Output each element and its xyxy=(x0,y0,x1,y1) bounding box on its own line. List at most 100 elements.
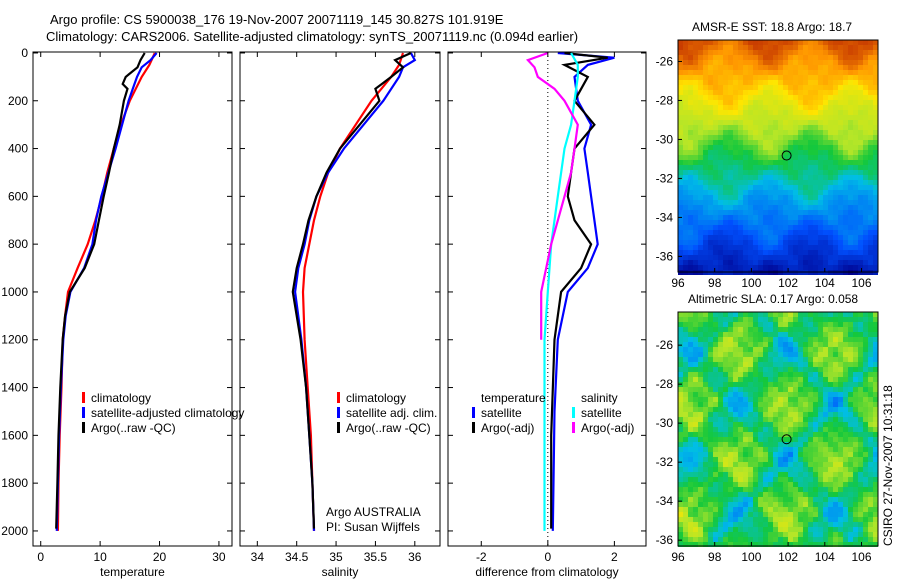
map-cell xyxy=(718,412,723,417)
map-cell xyxy=(873,190,878,195)
map-cell xyxy=(733,487,738,492)
map-cell xyxy=(683,402,688,407)
map-cell xyxy=(768,352,773,357)
map-cell xyxy=(863,427,868,432)
map-cell xyxy=(868,327,873,332)
map-cell xyxy=(818,477,823,482)
map-cell xyxy=(743,457,748,462)
map-cell xyxy=(693,377,698,382)
map-cell xyxy=(858,230,863,235)
map-cell xyxy=(753,542,758,547)
map-cell xyxy=(808,377,813,382)
map-cell xyxy=(728,260,733,265)
map-cell xyxy=(788,95,793,100)
map-cell xyxy=(773,522,778,527)
map-cell xyxy=(733,452,738,457)
map-cell xyxy=(688,85,693,90)
map-cell xyxy=(833,372,838,377)
map-cell xyxy=(678,250,683,255)
map-cell xyxy=(768,45,773,50)
map-cell xyxy=(693,70,698,75)
x-tick-label: 34.5 xyxy=(285,550,309,564)
map-cell xyxy=(693,487,698,492)
map-cell xyxy=(773,412,778,417)
map-cell xyxy=(713,205,718,210)
map-cell xyxy=(698,432,703,437)
map-cell xyxy=(748,372,753,377)
map-cell xyxy=(723,357,728,362)
map-cell xyxy=(783,472,788,477)
map-cell xyxy=(718,447,723,452)
map-cell xyxy=(808,70,813,75)
map-cell xyxy=(773,210,778,215)
map-cell xyxy=(708,377,713,382)
lon-tick-label: 104 xyxy=(815,550,835,564)
map-cell xyxy=(838,367,843,372)
map-cell xyxy=(838,70,843,75)
map-cell xyxy=(738,412,743,417)
map-cell xyxy=(723,65,728,70)
map-cell xyxy=(798,537,803,542)
map-cell xyxy=(813,397,818,402)
map-cell xyxy=(808,537,813,542)
map-cell xyxy=(873,492,878,497)
map-cell xyxy=(768,255,773,260)
map-cell xyxy=(678,135,683,140)
map-cell xyxy=(808,442,813,447)
map-cell xyxy=(798,317,803,322)
map-cell xyxy=(733,427,738,432)
map-cell xyxy=(743,397,748,402)
map-cell xyxy=(753,332,758,337)
map-cell xyxy=(718,120,723,125)
map-cell xyxy=(733,412,738,417)
map-cell xyxy=(753,230,758,235)
map-cell xyxy=(693,230,698,235)
map-cell xyxy=(713,367,718,372)
map-cell xyxy=(813,265,818,270)
map-cell xyxy=(718,85,723,90)
map-cell xyxy=(733,75,738,80)
map-cell xyxy=(848,502,853,507)
map-cell xyxy=(703,527,708,532)
map-cell xyxy=(828,312,833,317)
map-cell xyxy=(768,95,773,100)
map-cell xyxy=(743,235,748,240)
map-cell xyxy=(748,362,753,367)
map-cell xyxy=(818,160,823,165)
map-cell xyxy=(708,95,713,100)
map-cell xyxy=(833,255,838,260)
map-cell xyxy=(768,532,773,537)
map-cell xyxy=(793,462,798,467)
map-cell xyxy=(693,180,698,185)
map-cell xyxy=(763,467,768,472)
map-cell xyxy=(708,417,713,422)
map-cell xyxy=(848,40,853,45)
map-cell xyxy=(873,382,878,387)
map-cell xyxy=(818,225,823,230)
map-cell xyxy=(843,45,848,50)
map-cell xyxy=(718,347,723,352)
map-cell xyxy=(858,50,863,55)
map-cell xyxy=(813,185,818,190)
map-cell xyxy=(723,322,728,327)
map-cell xyxy=(688,195,693,200)
map-cell xyxy=(793,105,798,110)
map-cell xyxy=(748,422,753,427)
map-cell xyxy=(838,432,843,437)
map-cell xyxy=(723,125,728,130)
map-cell xyxy=(783,537,788,542)
map-cell xyxy=(773,462,778,467)
map-cell xyxy=(863,95,868,100)
map-cell xyxy=(693,422,698,427)
map-cell xyxy=(853,407,858,412)
map-cell xyxy=(708,175,713,180)
map-cell xyxy=(688,175,693,180)
map-cell xyxy=(728,542,733,547)
map-cell xyxy=(828,175,833,180)
map-cell xyxy=(838,130,843,135)
map-cell xyxy=(853,110,858,115)
map-cell xyxy=(873,50,878,55)
map-cell xyxy=(828,482,833,487)
map-cell xyxy=(843,80,848,85)
lon-tick-label: 96 xyxy=(671,276,685,290)
